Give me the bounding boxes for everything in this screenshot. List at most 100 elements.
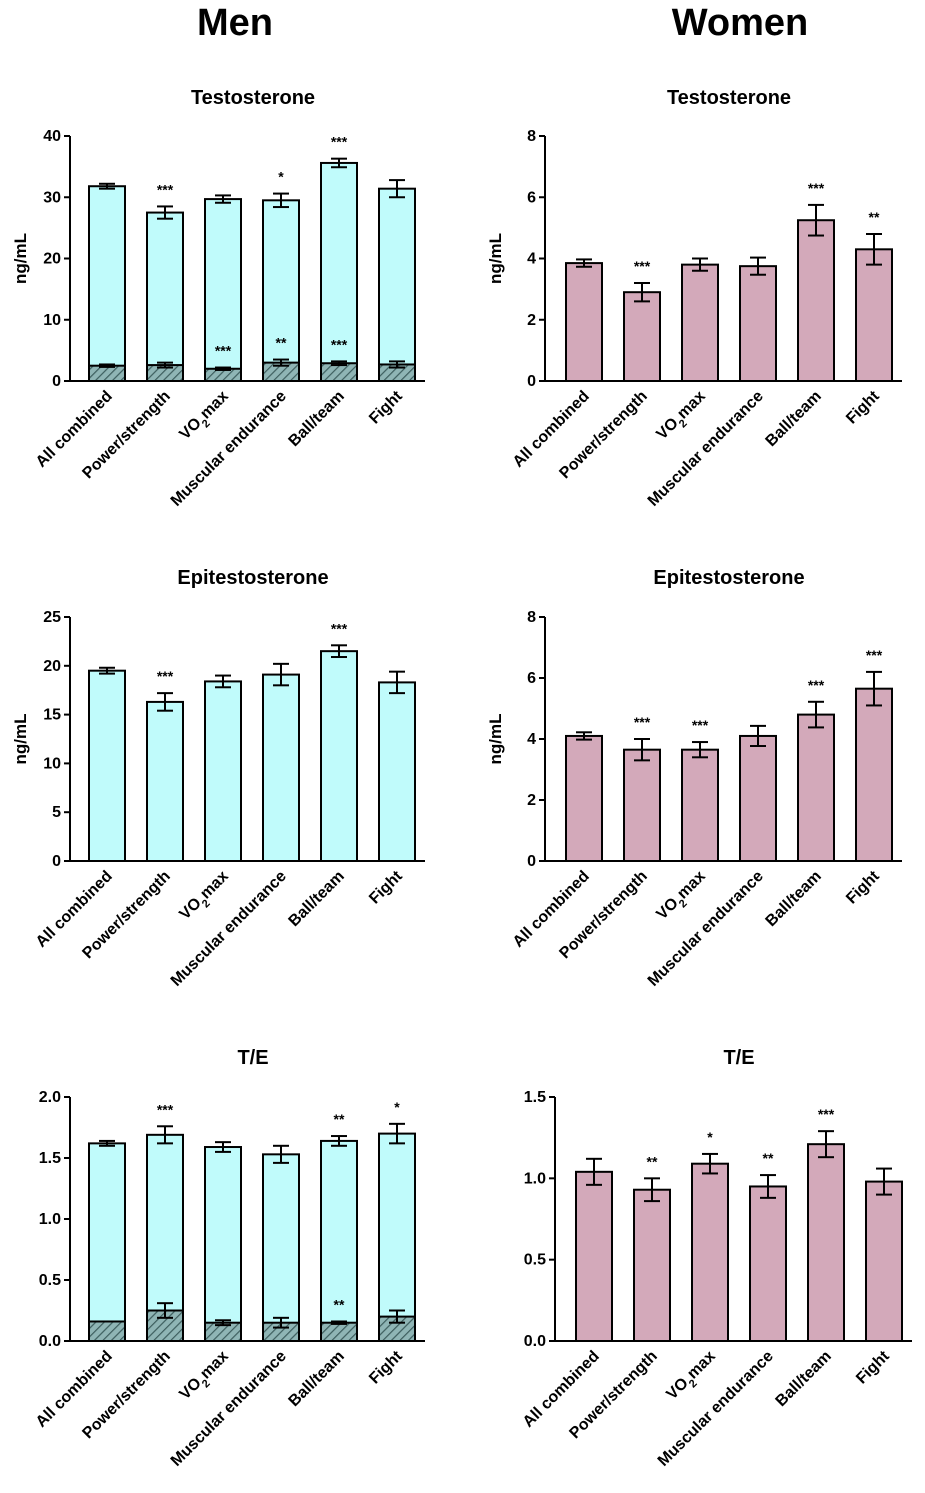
x-category-label: Fight	[366, 1347, 406, 1387]
x-category-label: Muscular endurance	[655, 1348, 777, 1470]
chart-title: Testosterone	[667, 87, 791, 109]
y-axis-label: ng/mL	[486, 714, 505, 765]
bar	[565, 734, 603, 863]
bar	[575, 1170, 613, 1342]
significance-label: ***	[818, 1106, 835, 1122]
y-tick-label: 25	[43, 609, 61, 626]
y-tick-label: 8	[527, 128, 536, 145]
bar	[320, 161, 358, 382]
y-tick-label: 5	[52, 804, 61, 821]
y-axis-label: ng/mL	[486, 233, 505, 284]
x-category-label: Ball/team	[773, 1348, 835, 1410]
y-tick-label: 40	[43, 128, 61, 145]
y-tick-label: 30	[43, 189, 61, 206]
y-tick-label: 0.5	[39, 1272, 61, 1289]
bar-hatched	[320, 1321, 358, 1342]
chart-title: T/E	[237, 1047, 268, 1069]
bar	[633, 1188, 671, 1342]
chart-men-te-ratio: T/E0.00.51.01.52.0********All combinedPo…	[33, 1047, 425, 1470]
y-tick-label: 0.0	[39, 1333, 61, 1350]
x-category-label: Ball/team	[286, 1348, 348, 1410]
bar	[565, 262, 603, 382]
bar	[378, 681, 416, 863]
significance-label: ***	[157, 668, 174, 684]
significance-label: ***	[634, 714, 651, 730]
chart-title: Testosterone	[191, 87, 315, 109]
x-category-label: Muscular endurance	[168, 1348, 290, 1470]
y-tick-label: 15	[43, 707, 61, 724]
y-tick-label: 2.0	[39, 1089, 61, 1106]
bar	[378, 1132, 416, 1342]
significance-label: **	[276, 335, 287, 351]
significance-label: *	[394, 1099, 400, 1115]
significance-label: ***	[808, 180, 825, 196]
significance-label: **	[647, 1153, 658, 1169]
y-tick-label: 1.5	[524, 1089, 546, 1106]
bar	[88, 1142, 126, 1342]
significance-label: ***	[157, 181, 174, 197]
y-tick-label: 0.0	[524, 1333, 546, 1350]
y-tick-label: 0	[52, 853, 61, 870]
bar	[262, 673, 300, 862]
y-tick-label: 6	[527, 189, 536, 206]
significance-label: ***	[215, 343, 232, 359]
y-tick-label: 1.5	[39, 1150, 61, 1167]
y-tick-label: 0	[527, 853, 536, 870]
y-tick-label: 6	[527, 670, 536, 687]
chart-title: Epitestosterone	[653, 567, 804, 589]
significance-label: **	[763, 1150, 774, 1166]
bar	[807, 1143, 845, 1342]
x-category-label: Fight	[853, 1347, 893, 1387]
significance-label: **	[334, 1111, 345, 1127]
bar	[204, 198, 242, 382]
column-title-men: Men	[197, 2, 273, 44]
bar	[204, 680, 242, 863]
bar	[681, 748, 719, 862]
y-axis-label: ng/mL	[11, 233, 30, 284]
bar	[88, 185, 126, 382]
bar	[691, 1162, 729, 1343]
y-tick-label: 0	[527, 373, 536, 390]
y-tick-label: 4	[527, 251, 536, 268]
bar-hatched	[88, 1320, 126, 1342]
significance-label: ***	[866, 647, 883, 663]
bar	[262, 199, 300, 382]
y-tick-label: 20	[43, 658, 61, 675]
bar-hatched	[378, 1315, 416, 1342]
significance-label: ***	[692, 717, 709, 733]
column-title-women: Women	[671, 2, 809, 44]
significance-label: ***	[331, 336, 348, 352]
significance-label: **	[869, 209, 880, 225]
significance-label: **	[334, 1296, 345, 1312]
significance-label: ***	[808, 677, 825, 693]
bar	[865, 1180, 903, 1342]
bar	[146, 700, 184, 862]
y-tick-label: 2	[527, 792, 536, 809]
bar	[749, 1185, 787, 1343]
y-tick-label: 0.5	[524, 1252, 546, 1269]
y-tick-label: 0	[52, 373, 61, 390]
bar	[739, 734, 777, 863]
significance-label: ***	[157, 1101, 174, 1117]
y-tick-label: 10	[43, 755, 61, 772]
y-tick-label: 4	[527, 731, 536, 748]
bar	[204, 1146, 242, 1343]
significance-label: *	[278, 169, 284, 185]
y-tick-label: 20	[43, 251, 61, 268]
significance-label: ***	[331, 620, 348, 636]
y-tick-label: 1.0	[524, 1170, 546, 1187]
chart-title: Epitestosterone	[177, 567, 328, 589]
bar	[262, 1153, 300, 1342]
bar	[623, 748, 661, 862]
bar	[378, 187, 416, 382]
chart-title: T/E	[723, 1047, 754, 1069]
y-axis-label: ng/mL	[11, 714, 30, 765]
significance-label: *	[707, 1129, 713, 1145]
bar	[855, 248, 893, 382]
y-tick-label: 8	[527, 609, 536, 626]
y-tick-label: 10	[43, 312, 61, 329]
chart-women-te-ratio: T/E0.00.51.01.5********All combinedPower…	[520, 1047, 912, 1470]
